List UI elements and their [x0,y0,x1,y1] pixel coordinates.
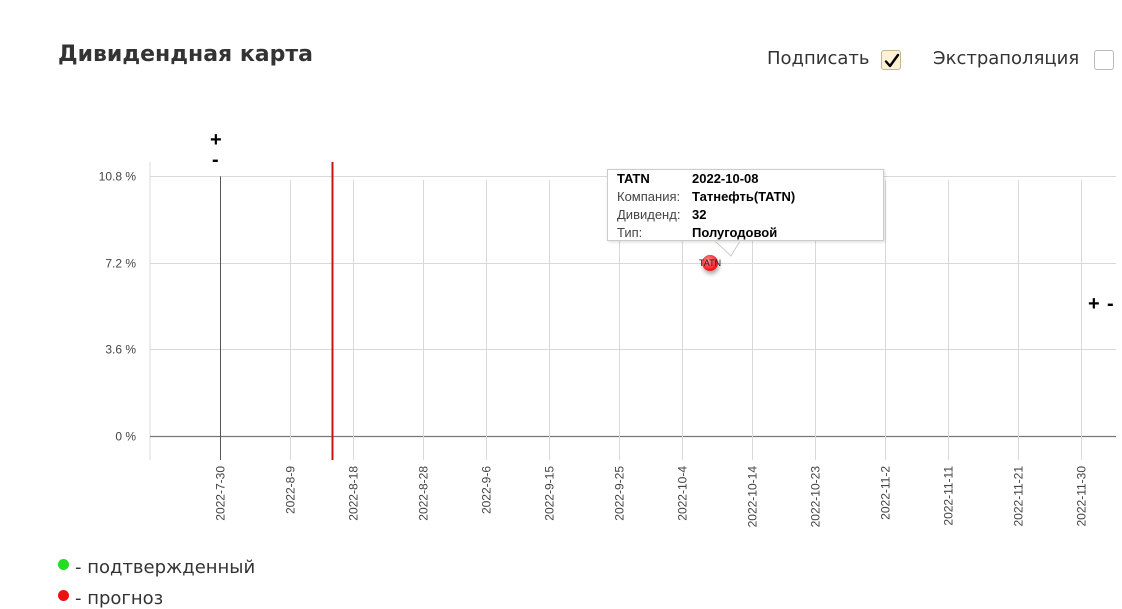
y-tick-label: 0 % [115,430,136,444]
x-tick-label: 2022-9-25 [613,466,627,521]
legend-forecast-label: - прогноз [75,588,164,609]
x-tick-label: 2022-11-11 [942,466,956,526]
x-tick-label: 2022-9-15 [543,466,557,521]
point-tooltip: TATN 2022-10-08 Компания: Татнефть(TATN)… [607,169,884,241]
zoom-in-x-button[interactable]: + [1088,293,1100,315]
x-tick-label: 2022-11-21 [1012,466,1026,527]
legend-item-confirmed: - подтвержденный [58,557,255,578]
x-tick-label: 2022-10-14 [746,466,760,528]
checkmark-icon [884,53,900,68]
tooltip-date: 2022-10-08 [692,171,759,186]
x-tick-label: 2022-11-30 [1075,466,1089,527]
tooltip-type: Полугодовой [692,225,778,240]
x-tick-label: 2022-11-2 [879,466,893,520]
zoom-in-y-button[interactable]: + [210,129,222,151]
tooltip-pointer [713,240,741,257]
tooltip-dividend: 32 [692,207,707,222]
tooltip-type-label: Тип: [617,225,643,240]
zoom-out-x-button[interactable]: - [1107,293,1114,315]
x-tick-label: 2022-8-28 [417,466,431,521]
x-tick-label: 2022-10-4 [676,466,690,521]
y-tick-label: 7.2 % [105,257,136,271]
x-tick-label: 2022-10-23 [809,466,823,528]
legend-item-forecast: - прогноз [58,588,163,609]
sign-label: Подписать [767,48,870,69]
tooltip-company: Татнефть(TATN) [692,189,796,204]
y-tick-label: 3.6 % [105,343,136,357]
forecast-dot-icon [58,590,69,601]
page-title: Дивидендная карта [58,42,313,67]
y-tick-label: 10.8 % [99,170,137,184]
tooltip-dividend-label: Дивиденд: [617,207,681,222]
x-tick-label: 2022-8-9 [284,466,298,514]
data-point-tatn [702,254,718,271]
extrapolation-label: Экстраполяция [933,48,1080,69]
tooltip-company-label: Компания: [617,189,681,204]
x-tick-label: 2022-9-6 [480,466,494,514]
zoom-out-y-button[interactable]: - [212,149,219,171]
tooltip-ticker: TATN [617,171,650,186]
data-point-label: TATN [699,258,721,268]
x-tick-label: 2022-7-30 [214,466,228,521]
legend-confirmed-label: - подтвержденный [75,557,256,578]
x-tick-label: 2022-8-18 [347,466,361,521]
confirmed-dot-icon [58,559,69,570]
sign-checkbox[interactable] [881,50,901,70]
extrapolation-checkbox[interactable] [1094,50,1114,70]
